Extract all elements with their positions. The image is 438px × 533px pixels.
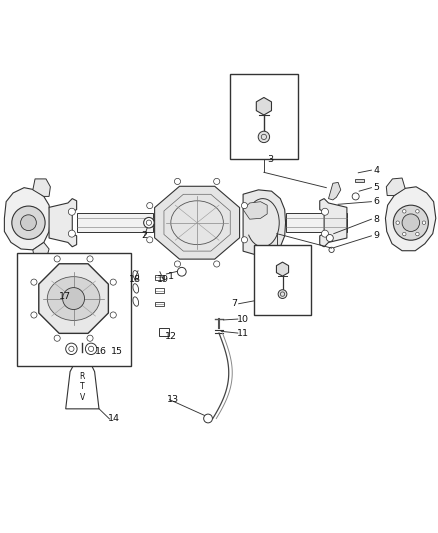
Circle shape	[68, 208, 75, 215]
FancyBboxPatch shape	[77, 213, 153, 232]
Text: 3: 3	[268, 155, 274, 164]
Circle shape	[326, 235, 333, 241]
Circle shape	[12, 206, 45, 239]
Polygon shape	[386, 178, 405, 196]
Circle shape	[21, 215, 36, 231]
Circle shape	[54, 335, 60, 341]
Circle shape	[68, 230, 75, 237]
Circle shape	[393, 205, 428, 240]
Text: 15: 15	[111, 348, 124, 357]
Polygon shape	[155, 186, 240, 259]
Polygon shape	[276, 262, 289, 276]
Text: 11: 11	[237, 328, 249, 337]
Bar	[155, 288, 164, 293]
FancyBboxPatch shape	[159, 328, 169, 336]
Polygon shape	[243, 190, 286, 255]
Polygon shape	[243, 201, 267, 219]
Bar	[230, 74, 298, 159]
Text: 7: 7	[231, 299, 237, 308]
Circle shape	[147, 237, 153, 243]
Circle shape	[54, 256, 60, 262]
Text: 18: 18	[129, 275, 141, 284]
Text: 16: 16	[95, 348, 107, 357]
Ellipse shape	[63, 288, 85, 310]
Circle shape	[177, 268, 186, 276]
Circle shape	[174, 179, 180, 184]
Text: 12: 12	[165, 332, 177, 341]
Polygon shape	[49, 199, 77, 247]
Text: 1: 1	[168, 272, 174, 281]
Text: 19: 19	[157, 275, 170, 284]
Circle shape	[87, 256, 93, 262]
Circle shape	[85, 343, 97, 354]
Polygon shape	[39, 264, 108, 333]
Circle shape	[403, 209, 406, 213]
Circle shape	[110, 312, 117, 318]
Text: 9: 9	[374, 231, 380, 240]
Ellipse shape	[47, 277, 100, 320]
Circle shape	[416, 232, 419, 236]
FancyBboxPatch shape	[355, 179, 364, 182]
Bar	[17, 253, 131, 366]
Polygon shape	[256, 98, 272, 115]
Circle shape	[241, 237, 247, 243]
Polygon shape	[320, 199, 347, 247]
Circle shape	[31, 312, 37, 318]
Bar	[155, 302, 164, 306]
Text: 14: 14	[108, 415, 120, 423]
Circle shape	[329, 247, 334, 253]
Text: 8: 8	[374, 215, 380, 224]
Circle shape	[258, 131, 270, 143]
Text: 10: 10	[237, 314, 249, 324]
Polygon shape	[33, 179, 50, 197]
Circle shape	[416, 209, 419, 213]
Circle shape	[174, 261, 180, 267]
Polygon shape	[328, 182, 341, 200]
Circle shape	[396, 221, 399, 224]
Circle shape	[144, 217, 154, 228]
Text: 2: 2	[141, 231, 148, 240]
Text: 17: 17	[59, 292, 71, 301]
Circle shape	[204, 414, 212, 423]
Circle shape	[214, 261, 220, 267]
Circle shape	[110, 279, 117, 285]
Circle shape	[402, 214, 420, 231]
Text: 4: 4	[374, 166, 380, 175]
Circle shape	[321, 230, 328, 237]
Circle shape	[278, 290, 287, 298]
Circle shape	[241, 203, 247, 208]
Bar	[155, 275, 164, 280]
Circle shape	[147, 203, 153, 208]
Text: 5: 5	[374, 183, 380, 192]
Bar	[254, 245, 311, 314]
Polygon shape	[4, 188, 50, 250]
Circle shape	[66, 343, 77, 354]
Circle shape	[214, 179, 220, 184]
Circle shape	[403, 232, 406, 236]
Circle shape	[87, 335, 93, 341]
Polygon shape	[33, 243, 49, 262]
Circle shape	[31, 279, 37, 285]
FancyBboxPatch shape	[286, 213, 347, 232]
Circle shape	[352, 193, 359, 200]
Circle shape	[422, 221, 426, 224]
Text: 13: 13	[167, 395, 179, 404]
Circle shape	[321, 208, 328, 215]
Text: R
T
V: R T V	[80, 373, 85, 401]
Polygon shape	[385, 187, 436, 251]
Text: 6: 6	[374, 197, 380, 206]
Polygon shape	[66, 352, 99, 409]
